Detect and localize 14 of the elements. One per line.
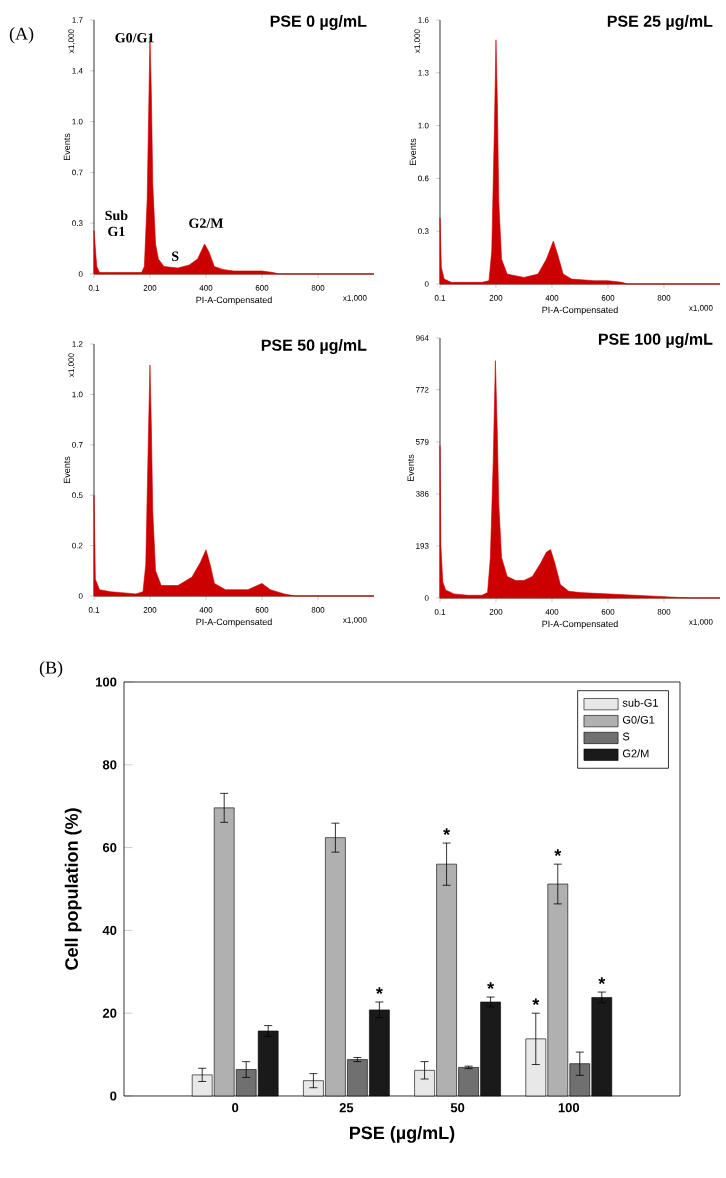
- data-label: *: [443, 828, 451, 835]
- data-label: *: [598, 977, 606, 984]
- chart-title: PSE 100 µg/mL: [598, 333, 713, 349]
- chart-title: PSE 0 µg/mL: [270, 15, 367, 31]
- y-axis-title: Cell population (%): [64, 808, 82, 970]
- text: (B): [39, 661, 63, 678]
- data-label: *: [487, 982, 495, 989]
- x-axis-title: PSE (µg/mL): [350, 1125, 455, 1143]
- data-label: *: [554, 849, 562, 857]
- chart-title: PSE 25 µg/mL: [607, 15, 713, 31]
- data-label: *: [532, 998, 540, 1006]
- data-label: *: [375, 987, 383, 994]
- chart-title: PSE 50 µg/mL: [261, 339, 367, 355]
- text: (A): [9, 27, 34, 44]
